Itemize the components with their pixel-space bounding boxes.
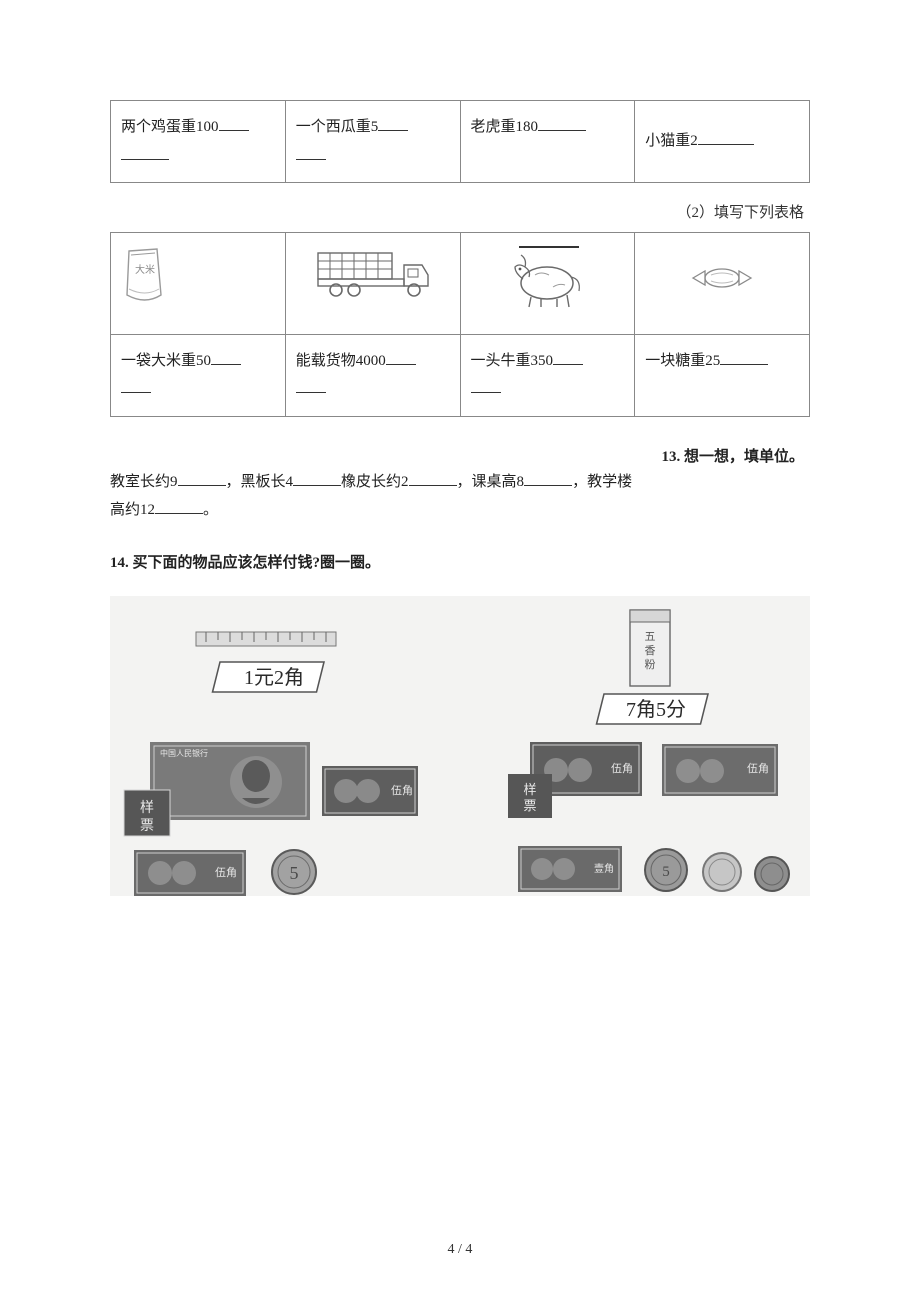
cell-icon-candy	[635, 233, 810, 335]
cell-text: 老虎重180	[471, 119, 539, 135]
cell-text: 一头牛重350	[471, 353, 554, 369]
cell-cow: 一头牛重350	[460, 334, 635, 416]
svg-text:伍角: 伍角	[391, 784, 413, 797]
cell-text: 一个西瓜重5	[296, 119, 379, 135]
q13-seg: 橡皮长约2	[341, 474, 409, 490]
blank[interactable]	[121, 146, 169, 160]
banknote-small-icon: 伍角	[134, 850, 246, 896]
blank[interactable]	[178, 472, 226, 486]
svg-text:伍角: 伍角	[611, 762, 633, 775]
svg-text:样: 样	[523, 782, 536, 797]
cow-icon	[501, 245, 593, 311]
blank[interactable]	[698, 132, 754, 146]
blank[interactable]	[121, 380, 151, 394]
blank[interactable]	[538, 118, 586, 132]
rice-bag-icon: 大米	[121, 245, 167, 303]
cell-tiger: 老虎重180 _	[460, 101, 635, 183]
coin-icon	[703, 853, 741, 891]
table-row-icons: 大米	[111, 233, 810, 335]
svg-text:5: 5	[662, 864, 670, 880]
cell-cat: 小猫重2	[635, 101, 810, 183]
q13-seg: ，教学楼	[572, 474, 632, 490]
blank[interactable]	[553, 351, 583, 365]
cell-text: 一块糖重25	[645, 353, 720, 369]
svg-text:票: 票	[140, 819, 154, 834]
svg-text:样: 样	[140, 800, 154, 816]
svg-text:伍角: 伍角	[215, 866, 237, 879]
blank[interactable]	[386, 351, 416, 365]
money-svg: 1元2角 五 香 粉 7角5分 中国人民银行	[110, 596, 810, 896]
cell-icon-cow	[460, 233, 635, 335]
cell-candy: 一块糖重25 _	[635, 334, 810, 416]
q13-body: 教室长约9 ，黑板长4 橡皮长约2 ，课桌高8 ，教学楼 高约12 。	[110, 468, 810, 525]
sample-stamp-icon: 样 票	[124, 790, 170, 836]
ruler-icon	[196, 632, 336, 646]
question-13: 13. 想一想，填单位。 教室长约9 ，黑板长4 橡皮长约2 ，课桌高8 ，教学楼 高约…	[110, 445, 810, 525]
sample-stamp-icon: 样 票	[508, 774, 552, 818]
banknote-large-icon: 中国人民银行	[150, 742, 310, 820]
blank[interactable]	[524, 472, 572, 486]
blank[interactable]	[409, 472, 457, 486]
spice-box-icon: 五 香 粉	[630, 610, 670, 686]
blank[interactable]	[155, 501, 203, 515]
cell-rice: 一袋大米重50	[111, 334, 286, 416]
page: 两个鸡蛋重100 一个西瓜重5 老虎重180 _ 小猫重2 （2）填写下列表格	[0, 0, 920, 1302]
q13-seg: 高约12	[110, 502, 155, 518]
left-price-text: 1元2角	[244, 666, 304, 689]
cell-icon-truck	[285, 233, 460, 335]
cell-eggs: 两个鸡蛋重100	[111, 101, 286, 183]
money-figure: 1元2角 五 香 粉 7角5分 中国人民银行	[110, 596, 810, 896]
cell-text: 小猫重2	[645, 133, 698, 149]
blank[interactable]	[471, 380, 501, 394]
svg-text:大米: 大米	[135, 263, 155, 276]
svg-text:5: 5	[290, 863, 299, 883]
banknote-small-icon: 伍角	[322, 766, 418, 816]
svg-text:五: 五	[645, 631, 656, 643]
cell-icon-rice: 大米	[111, 233, 286, 335]
svg-text:中国人民银行: 中国人民银行	[160, 748, 208, 758]
blank[interactable]	[378, 118, 408, 132]
svg-text:伍角: 伍角	[747, 762, 769, 775]
coin-icon: 5	[645, 849, 687, 891]
coin-icon	[755, 857, 789, 891]
weight-table-1: 两个鸡蛋重100 一个西瓜重5 老虎重180 _ 小猫重2	[110, 100, 810, 183]
coin-icon: 5	[272, 850, 316, 894]
svg-text:粉: 粉	[645, 658, 656, 671]
truck-icon	[314, 245, 432, 299]
candy-icon	[689, 265, 755, 291]
weight-table-2: 大米	[110, 232, 810, 417]
table-row: 两个鸡蛋重100 一个西瓜重5 老虎重180 _ 小猫重2	[111, 101, 810, 183]
svg-text:票: 票	[523, 798, 536, 813]
q13-seg: 。	[203, 502, 218, 518]
banknote-small-icon: 壹角	[518, 846, 622, 892]
cell-truck: 能载货物4000	[285, 334, 460, 416]
right-price-text: 7角5分	[626, 698, 686, 721]
banknote-small-icon: 伍角	[662, 744, 778, 796]
table2-caption: （2）填写下列表格	[110, 183, 810, 232]
cell-watermelon: 一个西瓜重5	[285, 101, 460, 183]
blank[interactable]	[211, 351, 241, 365]
page-number: 4 / 4	[0, 1242, 920, 1258]
svg-text:香: 香	[645, 644, 656, 657]
table-row: 一袋大米重50 能载货物4000 一头牛重350 一块糖重25 _	[111, 334, 810, 416]
q14-heading: 14. 买下面的物品应该怎样付钱?圈一圈。	[110, 551, 810, 572]
q13-seg: ，课桌高8	[457, 474, 525, 490]
q13-heading: 13. 想一想，填单位。	[110, 445, 810, 466]
blank[interactable]	[296, 380, 326, 394]
cell-text: 两个鸡蛋重100	[121, 119, 219, 135]
blank[interactable]	[293, 472, 341, 486]
q13-seg: 教室长约9	[110, 474, 178, 490]
blank[interactable]	[296, 146, 326, 160]
blank[interactable]	[720, 351, 768, 365]
blank[interactable]	[219, 118, 249, 132]
cell-text: 一袋大米重50	[121, 353, 211, 369]
q13-seg: ，黑板长4	[226, 474, 294, 490]
svg-text:壹角: 壹角	[594, 862, 614, 875]
cell-text: 能载货物4000	[296, 353, 386, 369]
